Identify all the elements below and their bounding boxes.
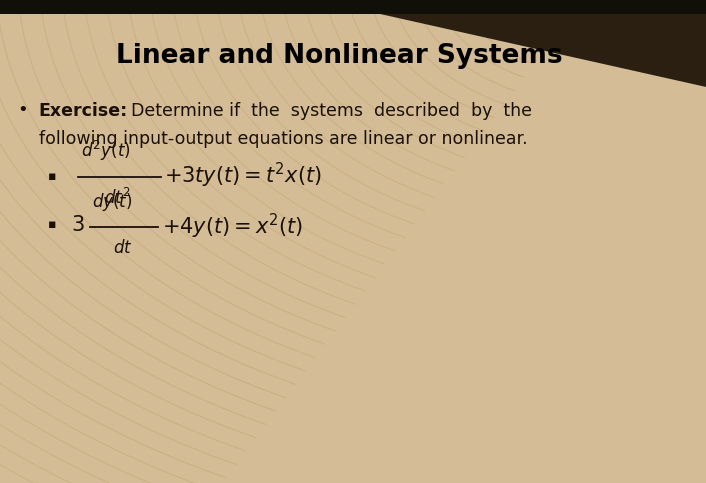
Text: •: • bbox=[18, 101, 28, 119]
Text: $3$: $3$ bbox=[71, 214, 84, 235]
Text: Linear and Nonlinear Systems: Linear and Nonlinear Systems bbox=[116, 43, 562, 70]
Text: Determine if  the  systems  described  by  the: Determine if the systems described by th… bbox=[131, 102, 532, 120]
Polygon shape bbox=[0, 0, 706, 14]
Text: $+ 4y(t) = x^2(t)$: $+ 4y(t) = x^2(t)$ bbox=[162, 212, 304, 241]
Text: $dt^2$: $dt^2$ bbox=[104, 188, 131, 209]
Text: $d^2y(t)$: $d^2y(t)$ bbox=[81, 139, 131, 163]
Text: ▪: ▪ bbox=[48, 170, 56, 183]
Text: ▪: ▪ bbox=[48, 218, 56, 231]
Text: $+ 3ty(t) = t^2x(t)$: $+ 3ty(t) = t^2x(t)$ bbox=[164, 161, 323, 190]
Text: Exercise:: Exercise: bbox=[39, 102, 128, 120]
Text: following input-output equations are linear or nonlinear.: following input-output equations are lin… bbox=[39, 130, 527, 148]
Text: $dt$: $dt$ bbox=[113, 239, 133, 257]
Text: $dy(t)$: $dy(t)$ bbox=[92, 191, 132, 213]
Polygon shape bbox=[198, 0, 706, 87]
